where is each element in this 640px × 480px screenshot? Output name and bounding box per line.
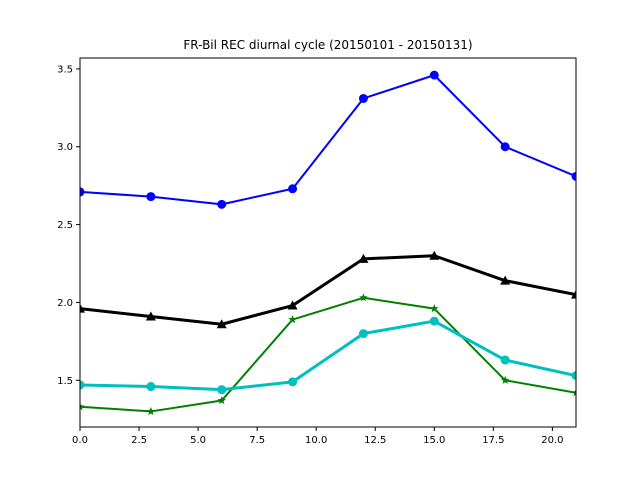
x-tick-label: 20.0 [541, 435, 563, 446]
series-4-point [500, 355, 510, 365]
series-2-point [571, 289, 576, 299]
x-tick-label: 10.0 [305, 435, 327, 446]
series-1-point [288, 184, 298, 194]
series-4-line [80, 319, 576, 392]
series-2-point [287, 300, 298, 310]
series-1-point [217, 199, 227, 209]
series-3-point [430, 304, 439, 313]
series-4-point [429, 316, 439, 326]
y-tick-label: 3.0 [57, 142, 73, 153]
axes-layer: 0.0 2.5 5.0 7.5 10.0 12.5 15.0 17.5 20.0 1.5 2.0 2.… [57, 57, 577, 446]
y-tick-label: 2.5 [57, 220, 73, 231]
x-tick-label: 7.5 [249, 435, 265, 446]
series-2-line [80, 254, 576, 326]
series-2-point [429, 250, 440, 260]
y-tick-label: 2.0 [57, 298, 73, 309]
series-3-line [80, 296, 576, 413]
series-1-point [358, 93, 368, 103]
series-3-point [80, 402, 85, 411]
series-2-point [80, 303, 85, 313]
x-tick-label: 0.0 [72, 435, 88, 446]
series-4-point [146, 382, 156, 392]
plot-frame [79, 57, 577, 428]
x-tick-label: 15.0 [423, 435, 445, 446]
x-tick-label: 2.5 [131, 435, 147, 446]
series-1-point [429, 70, 439, 80]
series-3-point [288, 315, 297, 324]
series-1-line [80, 74, 576, 206]
series-1-point [80, 187, 85, 197]
x-tick-label: 17.5 [482, 435, 504, 446]
series-3-point [359, 293, 368, 302]
series-4-point [288, 377, 298, 387]
series-4-point [217, 385, 227, 395]
series-3-point [146, 406, 156, 416]
series-4-point [358, 329, 368, 339]
y-tick-label: 3.5 [57, 64, 73, 75]
series-1-point [500, 142, 510, 152]
series-3-point [500, 375, 510, 384]
series-1-point [146, 192, 156, 202]
series-2-point [145, 311, 156, 321]
chart-title: FR-Bil REC diurnal cycle (20150101 - 201… [183, 38, 472, 52]
series-2-point [500, 275, 511, 285]
series-layer [80, 70, 576, 416]
series-2-point [216, 319, 227, 329]
series-1-point [571, 171, 576, 181]
series-4-point [571, 371, 576, 381]
series-3-point [217, 396, 226, 405]
x-tick-label: 12.5 [364, 435, 386, 446]
series-4-point [80, 380, 85, 390]
y-tick-label: 1.5 [57, 376, 73, 387]
series-3-point [571, 388, 576, 397]
series-2-point [358, 253, 369, 263]
x-tick-label: 5.0 [190, 435, 206, 446]
